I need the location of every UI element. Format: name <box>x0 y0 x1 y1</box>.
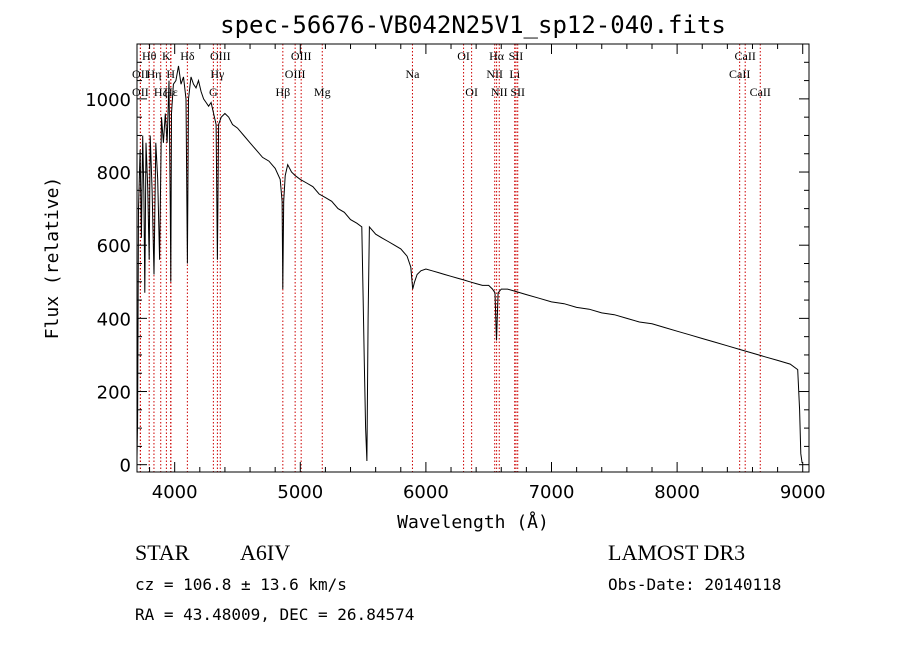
line-label-7: Hε <box>164 85 178 99</box>
line-label-5: K <box>162 49 171 63</box>
y-tick-label-5: 1000 <box>85 90 131 111</box>
y-tick-label-2: 400 <box>97 309 131 330</box>
line-label-23: Li <box>509 67 520 81</box>
line-label-17: OI <box>457 49 470 63</box>
x-tick-label-3: 7000 <box>529 482 575 503</box>
line-label-14: OIII <box>285 67 306 81</box>
line-label-15: Mg <box>314 85 331 99</box>
y-axis: 0 200 400 600 800 1000 <box>85 61 809 477</box>
y-tick-label-0: 0 <box>120 456 131 477</box>
coordinates: RA = 43.48009, DEC = 26.84574 <box>135 605 415 624</box>
x-tick-label-0: 4000 <box>152 482 198 503</box>
line-label-9: OIII <box>210 49 231 63</box>
survey-name: LAMOST DR3 <box>608 540 746 565</box>
x-tick-label-5: 9000 <box>780 482 826 503</box>
line-label-3: Hη <box>146 67 161 81</box>
y-tick-label-1: 200 <box>97 383 131 404</box>
redshift-velocity: cz = 106.8 ± 13.6 km/s <box>135 575 347 594</box>
observation-date: Obs-Date: 20140118 <box>608 575 782 594</box>
line-label-10: Hγ <box>210 67 225 81</box>
x-tick-label-4: 8000 <box>654 482 700 503</box>
object-type: STAR <box>135 540 190 565</box>
line-label-1: Hθ <box>142 49 157 63</box>
line-label-21: NII <box>491 85 508 99</box>
line-label-8: Hδ <box>180 49 195 63</box>
line-label-4: Hζ <box>154 85 168 99</box>
y-tick-label-3: 600 <box>97 236 131 257</box>
line-label-22: SII <box>509 49 524 63</box>
plot-frame <box>136 43 810 473</box>
line-label-0: OII <box>132 67 149 81</box>
line-label-12: Hβ <box>275 85 290 99</box>
object-subclass: A6IV <box>240 540 291 565</box>
y-tick-label-4: 800 <box>97 163 131 184</box>
line-label-27: CaII <box>750 85 771 99</box>
line-label-2: OII <box>132 85 149 99</box>
line-label-26: CaII <box>729 67 750 81</box>
line-label-6: H <box>166 67 175 81</box>
x-tick-label-1: 5000 <box>277 482 323 503</box>
line-label-24: SII <box>510 85 525 99</box>
line-label-13: OIII <box>291 49 312 63</box>
line-label-19: Hα <box>489 49 505 63</box>
chart-title: spec-56676-VB042N25V1_sp12-040.fits <box>220 11 726 39</box>
line-label-16: Na <box>405 67 420 81</box>
line-label-20: NII <box>486 67 503 81</box>
x-axis: 4000 5000 6000 7000 8000 9000 <box>149 44 826 503</box>
flux-series-line <box>136 65 803 463</box>
x-axis-label: Wavelength (Å) <box>397 511 549 533</box>
y-axis-label: Flux (relative) <box>42 177 63 340</box>
line-label-18: OI <box>465 85 478 99</box>
line-label-11: G <box>209 85 218 99</box>
x-tick-label-2: 6000 <box>403 482 449 503</box>
emission-line-markers <box>139 44 761 472</box>
line-label-25: CaII <box>735 49 756 63</box>
